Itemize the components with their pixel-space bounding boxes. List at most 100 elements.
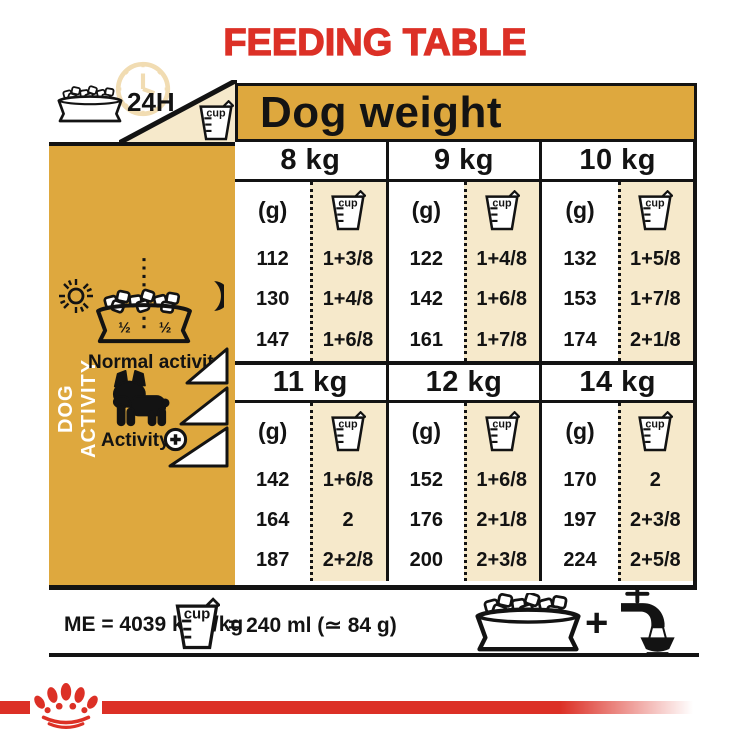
cups-value: 1+6/8	[476, 288, 527, 311]
grams-value: 142	[409, 288, 444, 311]
measuring-cup-icon: cup	[484, 189, 520, 230]
feeding-grid: 8 kg 9 kg 10 kg (g) cup 112 1+3/8 130 1+…	[235, 142, 697, 590]
grams-value: 153	[563, 288, 597, 311]
weight-header: 12 kg	[385, 365, 540, 403]
french-bulldog-icon	[112, 370, 170, 427]
cup-label: cup	[338, 197, 358, 209]
weight-column: (g) cup 112 1+3/8 130 1+4/8 147 1+6/8	[235, 182, 386, 361]
cup-equivalence-label: = 240 ml (≃ 84 g)	[228, 614, 397, 637]
weight-column: (g) cup 132 1+5/8 153 1+7/8 174 2+1/8	[539, 182, 694, 361]
measuring-cup-icon: cup	[199, 100, 234, 141]
grams-unit-label: (g)	[257, 418, 288, 444]
plus-sign: +	[585, 601, 609, 645]
measuring-cup-icon: cup	[638, 189, 674, 230]
cups-value: 2+1/8	[476, 508, 527, 531]
food-bowl-icon	[475, 593, 581, 652]
grams-value: 197	[563, 508, 597, 531]
cups-value: 1+7/8	[476, 329, 527, 352]
dog-activity-vertical-label: DOG ACTIVITY	[55, 358, 100, 459]
weight-header: 9 kg	[385, 142, 540, 182]
plus-circle-icon	[163, 427, 188, 452]
grams-value: 147	[255, 329, 290, 352]
grams-value: 152	[409, 468, 444, 491]
grams-unit-label: (g)	[411, 197, 442, 223]
cup-label: cup	[206, 108, 226, 120]
grams-value: 112	[256, 247, 289, 270]
sun-icon	[59, 279, 93, 313]
cups-value: 1+3/8	[322, 247, 374, 270]
activity-label: Activity	[101, 430, 170, 451]
dog-activity-sidebar: ½ ½ DOG ACTIVITY Normal activity	[49, 142, 235, 590]
cup-label: cup	[492, 197, 512, 209]
cups-value: 1+6/8	[476, 468, 527, 491]
grams-value: 174	[563, 329, 597, 352]
half-left-label: ½	[118, 319, 131, 336]
cup-label: cup	[338, 418, 358, 430]
weight-group-bottom: 11 kg 12 kg 14 kg (g) cup 142 1+6/8 164 …	[235, 361, 694, 581]
cup-label: cup	[492, 418, 512, 430]
weight-header: 14 kg	[539, 365, 694, 403]
grams-unit-label: (g)	[565, 418, 595, 444]
grams-value: 170	[563, 468, 597, 491]
water-tap-icon	[621, 586, 675, 655]
activity-level-1-icon	[185, 347, 229, 385]
grams-value: 187	[255, 549, 290, 572]
weight-column: (g) cup 142 1+6/8 164 2 187 2+2/8	[235, 403, 386, 581]
weight-column: (g) cup 170 2 197 2+3/8 224 2+5/8	[539, 403, 694, 581]
activity-level-3-icon	[168, 426, 229, 468]
measuring-cup-icon: cup	[331, 189, 366, 230]
weight-column: (g) cup 152 1+6/8 176 2+1/8 200 2+3/8	[385, 403, 540, 581]
grams-value: 200	[409, 549, 444, 572]
grams-unit-label: (g)	[257, 197, 288, 223]
normal-activity-label: Normal activity	[88, 352, 225, 373]
cups-value: 1+7/8	[630, 288, 681, 311]
cups-value: 1+5/8	[630, 247, 681, 270]
cups-value: 2+3/8	[476, 549, 527, 572]
page-title: FEEDING TABLE	[223, 21, 528, 64]
grams-value: 176	[409, 508, 444, 531]
weight-group-top: 8 kg 9 kg 10 kg (g) cup 112 1+3/8 130 1+…	[235, 142, 694, 361]
grams-value: 224	[563, 549, 597, 572]
weight-header: 8 kg	[235, 142, 386, 182]
cups-value: 2	[342, 508, 354, 531]
grams-value: 122	[409, 247, 444, 270]
measuring-cup-icon: cup	[638, 410, 674, 451]
grams-value: 130	[255, 288, 290, 311]
brand-bar-left	[0, 701, 30, 714]
weight-column: (g) cup 122 1+4/8 142 1+6/8 161 1+7/8	[385, 182, 540, 361]
moon-icon	[214, 281, 224, 311]
weight-header: 10 kg	[539, 142, 694, 182]
measuring-cup-icon: cup	[331, 410, 366, 451]
cup-label: cup	[184, 606, 211, 623]
clock-icon	[115, 61, 171, 117]
cups-value: 1+4/8	[476, 247, 527, 270]
cups-value: 1+6/8	[322, 329, 374, 352]
measuring-cup-icon: cup	[484, 410, 520, 451]
half-portions-bowl-icon: ½ ½	[96, 258, 192, 344]
grams-value: 161	[409, 329, 444, 352]
footer-divider	[49, 653, 699, 657]
food-bowl-icon	[57, 85, 123, 123]
grams-value: 132	[563, 247, 597, 270]
cup-label: cup	[646, 418, 666, 430]
activity-level-2-icon	[179, 386, 229, 426]
measuring-cup-icon: cup	[175, 597, 220, 650]
dog-weight-label: Dog weight	[260, 87, 503, 137]
cups-value: 2+5/8	[630, 549, 681, 572]
duration-label: 24H	[127, 87, 175, 117]
cups-value: 1+6/8	[322, 468, 374, 491]
cups-value: 2+3/8	[630, 508, 681, 531]
grams-unit-label: (g)	[411, 418, 442, 444]
half-right-label: ½	[159, 319, 172, 336]
cups-value: 2	[649, 468, 661, 491]
dog-weight-band: Dog weight	[235, 83, 697, 142]
weight-header: 11 kg	[235, 365, 386, 403]
cups-value: 1+4/8	[322, 288, 374, 311]
grams-unit-label: (g)	[565, 197, 595, 223]
royal-canin-paw-logo	[34, 683, 98, 729]
grams-value: 164	[255, 508, 290, 531]
grams-value: 142	[255, 468, 290, 491]
cups-value: 2+2/8	[322, 549, 374, 572]
cups-value: 2+1/8	[630, 329, 681, 352]
cup-label: cup	[646, 197, 666, 209]
